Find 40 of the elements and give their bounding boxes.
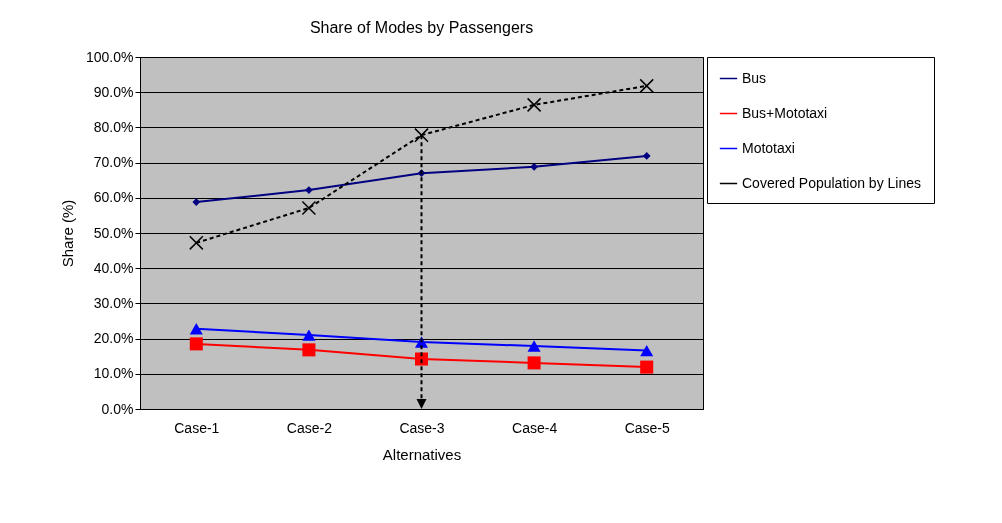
point [526, 97, 542, 113]
point [640, 360, 654, 374]
x-tick-label: Case-1 [174, 419, 220, 436]
y-tick-label: 0.0% [101, 400, 134, 417]
y-tick-label: 80.0% [93, 118, 134, 135]
point [642, 152, 651, 160]
point [527, 340, 541, 352]
y-axis-title: Share (%) [59, 199, 77, 268]
y-tick-label: 100.0% [86, 48, 134, 65]
y-tick-label: 60.0% [93, 189, 134, 206]
point [189, 337, 203, 351]
point [305, 186, 313, 194]
point [527, 356, 541, 370]
x-tick-label: Case-5 [624, 419, 670, 436]
point [639, 78, 654, 94]
point [640, 344, 654, 357]
point [189, 235, 204, 251]
point [414, 127, 429, 143]
point [302, 343, 316, 357]
chart-title: Share of Modes by Passengers [309, 19, 534, 36]
y-tick-label: 10.0% [93, 365, 134, 382]
y-tick-label: 70.0% [93, 154, 134, 171]
point [302, 329, 316, 341]
y-tick-label: 90.0% [93, 83, 134, 100]
x-tick-label: Case-4 [512, 419, 558, 436]
point [301, 200, 317, 216]
x-axis-title: Alternatives [382, 445, 462, 463]
legend-label: Bus [742, 69, 767, 86]
y-tick-label: 50.0% [93, 224, 134, 241]
y-tick-label: 20.0% [93, 330, 134, 347]
legend-label: Bus+Mototaxi [742, 104, 828, 121]
point [530, 162, 538, 171]
point [189, 323, 203, 335]
y-tick-label: 30.0% [93, 294, 134, 311]
legend-label: Mototaxi [742, 139, 795, 156]
y-tick-label: 40.0% [93, 259, 134, 276]
point [192, 198, 201, 206]
x-tick-label: Case-3 [399, 419, 445, 436]
legend-label: Covered Population by Lines [742, 174, 922, 191]
x-tick-label: Case-2 [286, 419, 333, 436]
